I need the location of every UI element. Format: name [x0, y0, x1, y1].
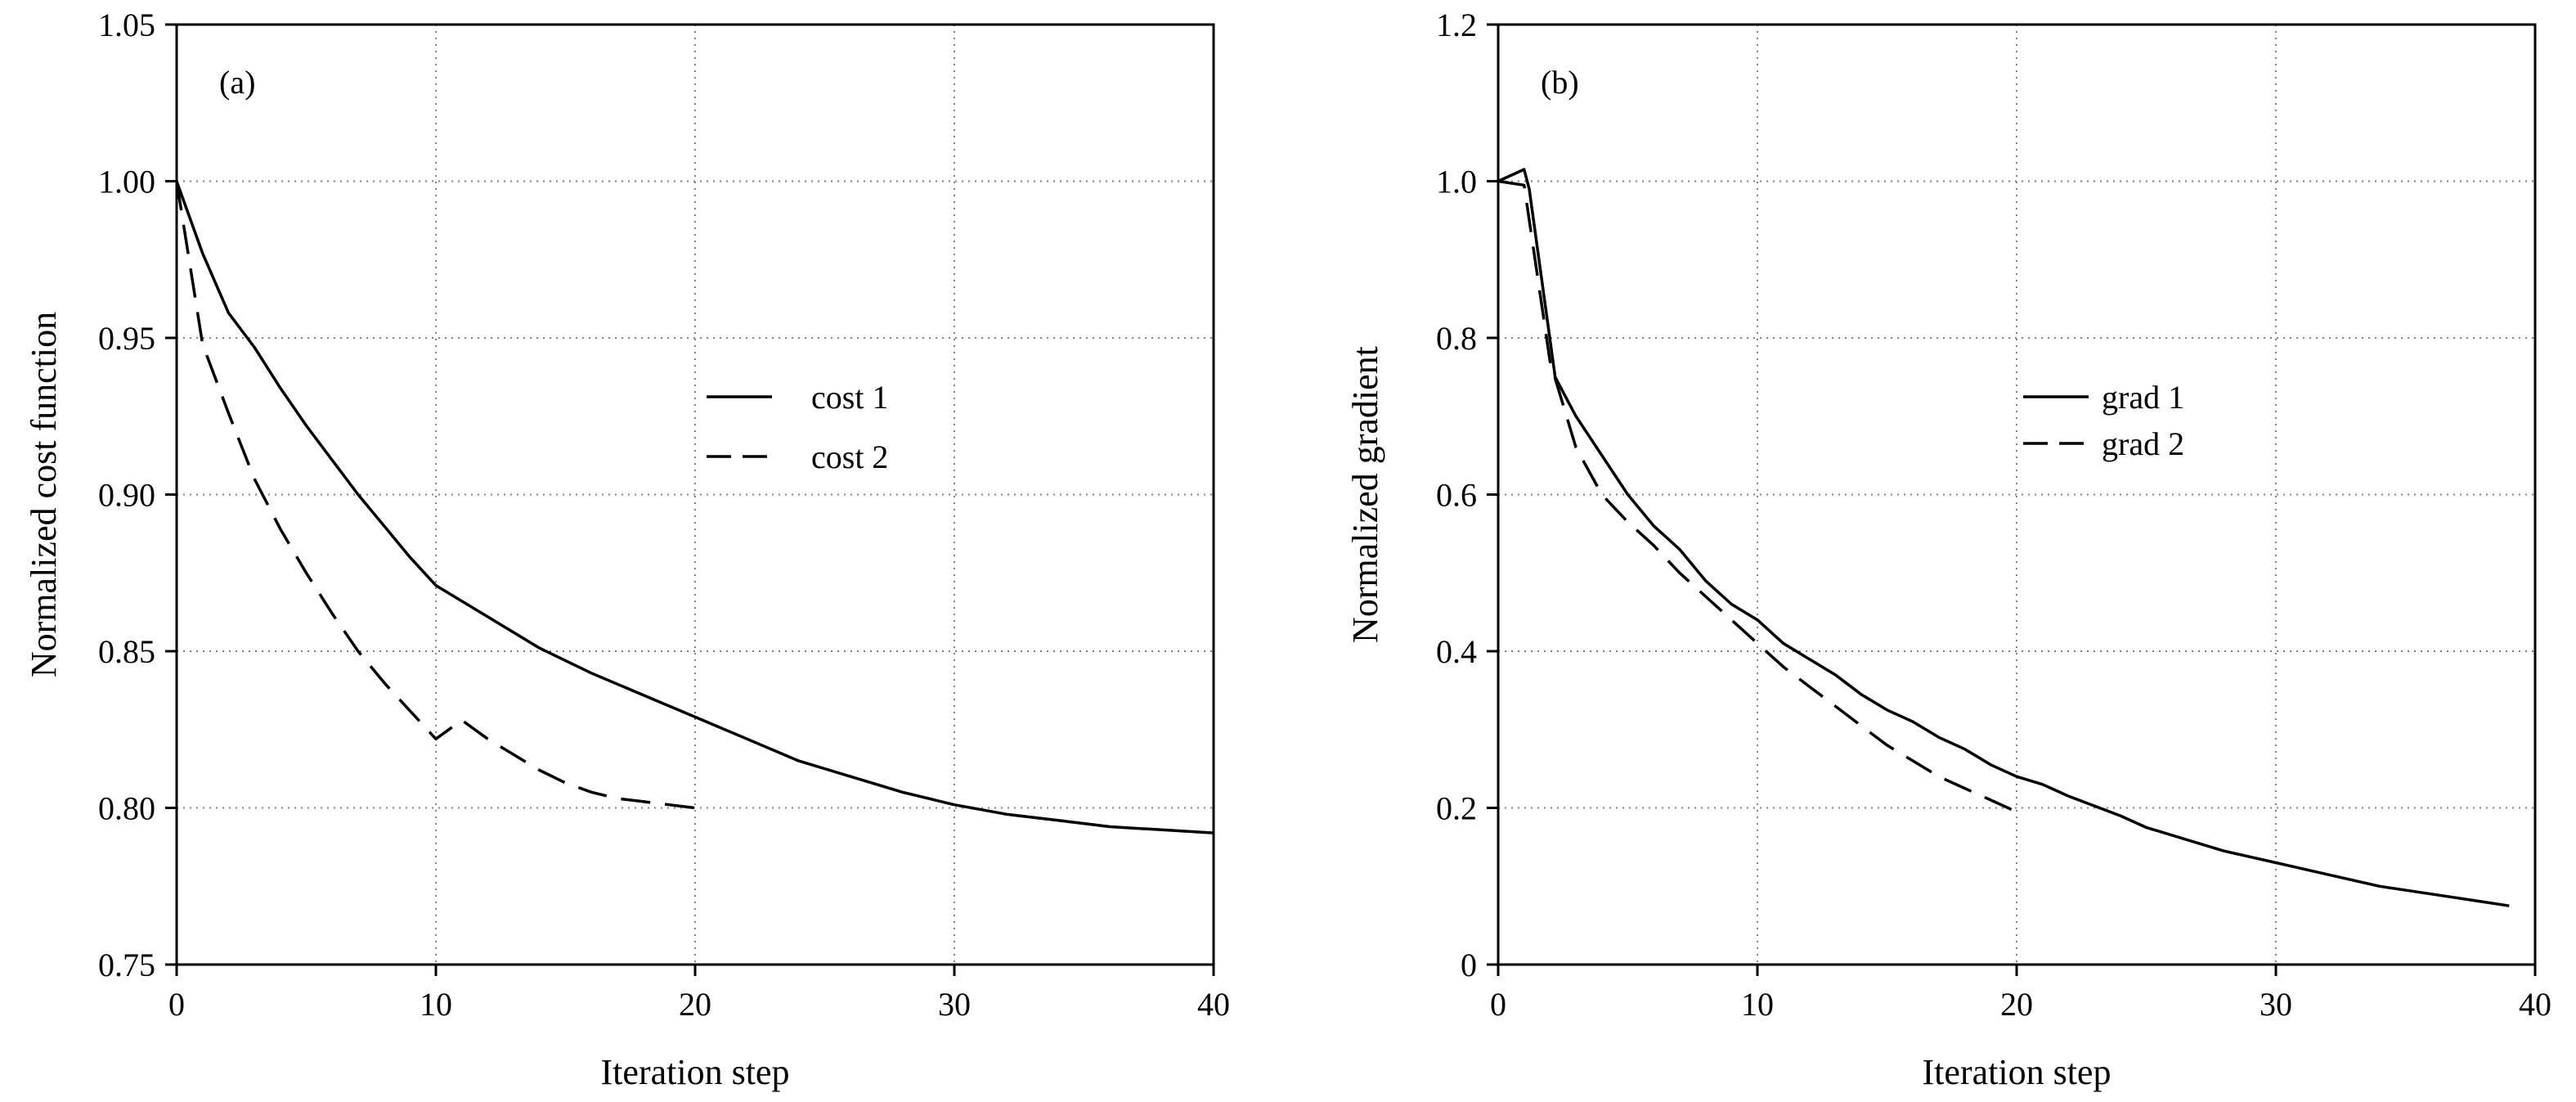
panel-b-ytick-label-3: 0.6 [1436, 477, 1477, 514]
panel-b-x-axis-label: Iteration step [1923, 1052, 2112, 1092]
panel-a-x-axis-label: Iteration step [601, 1052, 790, 1092]
panel-b-ticks: 0 10 20 30 40 0 0.2 0.4 0.6 0.8 1.0 1.2 [1436, 7, 2551, 1023]
panel-b-xtick-label-4: 40 [2519, 986, 2551, 1023]
panel-b-ytick-label-4: 0.8 [1436, 320, 1477, 357]
panel-b-xtick-label-2: 20 [2000, 986, 2033, 1023]
panel-a-xtick-label-2: 20 [679, 986, 711, 1023]
panel-b-legend-label-grad-2: grad 2 [2102, 425, 2184, 462]
panel-a-xtick-label-4: 40 [1197, 986, 1230, 1023]
panel-a-xtick-label-3: 30 [938, 986, 971, 1023]
panel-a-ytick-label-3: 0.90 [98, 477, 155, 514]
panel-b-gridlines [1498, 25, 2535, 965]
panel-a-legend: cost 1 cost 2 [707, 379, 888, 475]
panel-a-xtick-label-0: 0 [168, 986, 185, 1023]
panel-b-legend-label-grad-1: grad 1 [2102, 379, 2184, 416]
panel-a-ytick-label-2: 0.85 [98, 633, 155, 670]
panel-a-cost-function: 0 10 20 30 40 0.75 0.80 0.85 0.90 0.95 1.00 1.05 (a… [24, 7, 1230, 1092]
panel-a-series-cost-1-line [175, 180, 1214, 834]
panel-a-legend-label-cost-1: cost 1 [811, 379, 888, 416]
panel-a-gridlines [177, 25, 1214, 965]
panel-a-ytick-label-4: 0.95 [98, 320, 155, 357]
panel-a-ytick-label-5: 1.00 [98, 164, 155, 200]
panel-b-legend: grad 1 grad 2 [2023, 379, 2184, 462]
panel-b-xtick-label-3: 30 [2260, 986, 2292, 1023]
panel-a-label: (a) [219, 64, 255, 101]
panel-b-series-grad-2-line [1497, 179, 2017, 813]
panel-b-ytick-label-5: 1.0 [1436, 164, 1477, 200]
panel-a-series [175, 180, 1214, 834]
panel-a-ytick-label-0: 0.75 [98, 947, 155, 983]
panel-b-ytick-label-6: 1.2 [1436, 7, 1477, 43]
panel-b-series [1497, 168, 2510, 907]
panel-b-series-grad-1-line [1497, 168, 2510, 907]
panel-a-series-cost-2-line [175, 181, 696, 810]
panel-a-y-axis-label: Normalized cost function [24, 312, 64, 677]
panel-b-gradient: 0 10 20 30 40 0 0.2 0.4 0.6 0.8 1.0 1.2 (b) Iterati… [1345, 7, 2551, 1092]
panel-a-ytick-label-6: 1.05 [98, 7, 155, 43]
panel-b-ytick-label-1: 0.2 [1436, 790, 1477, 827]
panel-b-label: (b) [1541, 64, 1579, 101]
panel-b-xtick-label-1: 10 [1741, 986, 1774, 1023]
panel-b-y-axis-label: Normalized gradient [1345, 346, 1385, 643]
panel-a-ticks: 0 10 20 30 40 0.75 0.80 0.85 0.90 0.95 1.00 1.05 [98, 7, 1230, 1023]
panel-b-ytick-label-0: 0 [1461, 947, 1477, 983]
panel-b-ytick-label-2: 0.4 [1436, 633, 1477, 670]
panel-b-xtick-label-0: 0 [1490, 986, 1506, 1023]
panel-a-ytick-label-1: 0.80 [98, 790, 155, 827]
panel-a-xtick-label-1: 10 [420, 986, 452, 1023]
panel-a-legend-label-cost-2: cost 2 [811, 439, 888, 475]
